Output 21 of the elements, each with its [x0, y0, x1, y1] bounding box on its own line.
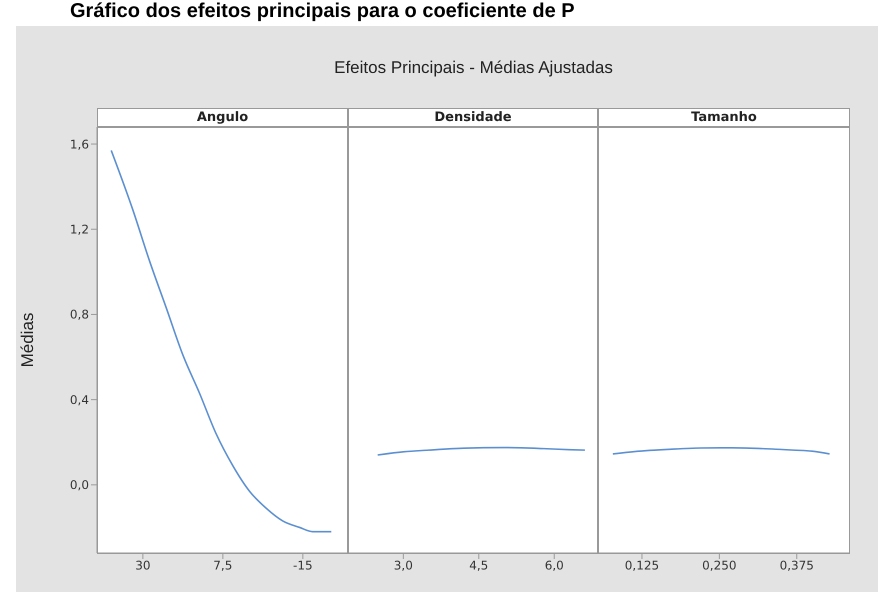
line-series [110, 150, 332, 532]
chart-title: Angulo [97, 108, 348, 127]
x-tick-label: 6,0 [544, 558, 564, 573]
chart-title: Tamanho [598, 108, 850, 127]
x-tick-label: 4,5 [469, 558, 488, 573]
x-tick-label: 0,250 [702, 558, 737, 573]
x-tick-label: 0,375 [780, 558, 814, 573]
y-tick-label: 0,8 [70, 308, 89, 322]
x-tick-label: 3,0 [394, 558, 413, 573]
text: Efeitos Principais - Médias Ajustadas [333, 58, 614, 78]
text: Gráfico dos efeitos principais para o coeficiente de P [70, 0, 575, 23]
x-tick-label: 0,125 [624, 558, 660, 573]
x-tick-label: 7,5 [213, 558, 232, 573]
y-tick-label: 1,6 [70, 137, 89, 152]
x-tick-label: -15 [293, 558, 313, 573]
x-tick-label: 30 [135, 558, 151, 573]
y-tick-label: 0,0 [70, 478, 89, 492]
y-axis-title: Médias [18, 312, 38, 370]
chart-title: Densidade [348, 108, 598, 127]
y-tick-label: 1,2 [70, 222, 89, 236]
y-tick-label: 0,4 [70, 392, 89, 407]
